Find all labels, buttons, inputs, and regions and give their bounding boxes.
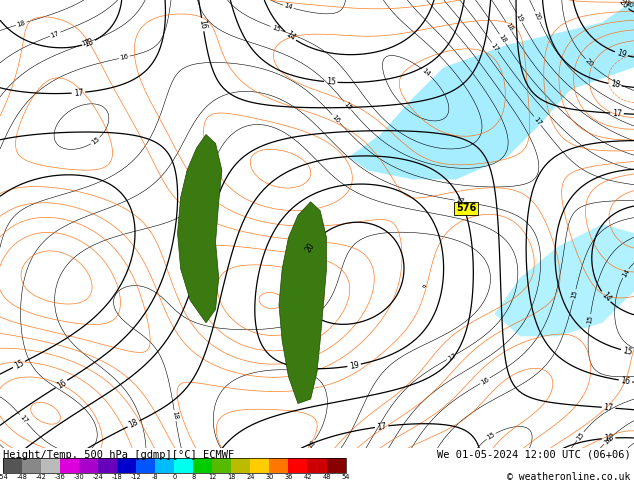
- Text: 17: 17: [532, 116, 543, 126]
- Text: -24: -24: [93, 474, 104, 480]
- Text: 16: 16: [55, 378, 68, 391]
- Text: 42: 42: [303, 474, 312, 480]
- Text: 16: 16: [620, 376, 631, 386]
- Text: 14: 14: [421, 67, 432, 77]
- Text: 17: 17: [455, 197, 465, 205]
- Text: 17: 17: [74, 88, 84, 98]
- Text: 17: 17: [604, 403, 614, 413]
- Text: 14: 14: [621, 268, 630, 279]
- Bar: [79, 458, 98, 472]
- Text: 20: 20: [533, 11, 542, 22]
- Text: 36: 36: [284, 474, 293, 480]
- Text: 18: 18: [504, 22, 514, 32]
- Text: 17: 17: [50, 30, 60, 39]
- Text: 16: 16: [602, 435, 613, 445]
- Text: 15: 15: [622, 346, 633, 357]
- Bar: [117, 458, 136, 472]
- Bar: [193, 458, 212, 472]
- Text: -30: -30: [74, 474, 84, 480]
- Text: 20: 20: [624, 0, 634, 9]
- Bar: [41, 458, 60, 472]
- Text: 16: 16: [479, 376, 490, 386]
- Text: 15: 15: [571, 290, 579, 299]
- Text: 17: 17: [490, 42, 500, 52]
- Text: 16: 16: [331, 113, 341, 124]
- Text: -54: -54: [0, 474, 9, 480]
- Text: 17: 17: [377, 421, 387, 432]
- Text: 8: 8: [191, 474, 195, 480]
- Text: 15: 15: [90, 136, 101, 146]
- Text: 19: 19: [515, 13, 524, 24]
- Text: 14: 14: [284, 30, 297, 43]
- Text: 17: 17: [81, 39, 91, 48]
- Bar: [307, 458, 327, 472]
- Bar: [98, 458, 117, 472]
- Polygon shape: [495, 224, 634, 336]
- Text: 16: 16: [197, 19, 208, 30]
- Text: -12: -12: [131, 474, 141, 480]
- Text: 15: 15: [271, 24, 281, 33]
- Text: 0: 0: [172, 474, 176, 480]
- Bar: [60, 458, 79, 472]
- Text: 14: 14: [283, 2, 294, 11]
- Text: 16: 16: [119, 53, 129, 61]
- Text: 18: 18: [16, 20, 27, 28]
- Text: 54: 54: [341, 474, 350, 480]
- Text: 14: 14: [599, 290, 612, 303]
- Bar: [174, 458, 193, 472]
- Text: 18: 18: [127, 417, 140, 430]
- Polygon shape: [349, 0, 634, 179]
- Text: © weatheronline.co.uk: © weatheronline.co.uk: [507, 472, 631, 482]
- Text: 15: 15: [486, 431, 496, 441]
- Text: Height/Temp. 500 hPa [gdmp][°C] ECMWF: Height/Temp. 500 hPa [gdmp][°C] ECMWF: [3, 450, 235, 460]
- Text: 18: 18: [227, 474, 236, 480]
- Text: -18: -18: [112, 474, 122, 480]
- Bar: [3, 458, 22, 472]
- Text: 19: 19: [616, 49, 627, 60]
- Polygon shape: [279, 202, 327, 404]
- Text: 18: 18: [82, 37, 94, 49]
- Text: 30: 30: [265, 474, 274, 480]
- Text: -42: -42: [36, 474, 47, 480]
- Bar: [155, 458, 174, 472]
- Bar: [231, 458, 250, 472]
- Text: -48: -48: [16, 474, 28, 480]
- Text: 18: 18: [609, 79, 621, 90]
- Bar: [288, 458, 307, 472]
- Bar: [136, 458, 155, 472]
- Text: 15: 15: [326, 77, 336, 87]
- Text: 17: 17: [18, 414, 29, 424]
- Text: 576: 576: [456, 203, 476, 214]
- Text: -36: -36: [55, 474, 65, 480]
- Text: 15: 15: [586, 315, 593, 324]
- Bar: [3, 458, 346, 472]
- Text: 18: 18: [604, 434, 614, 443]
- Text: -8: -8: [152, 474, 158, 480]
- Text: 15: 15: [342, 100, 353, 111]
- Bar: [212, 458, 231, 472]
- Text: 48: 48: [322, 474, 331, 480]
- Bar: [269, 458, 288, 472]
- Text: 18: 18: [498, 33, 508, 44]
- Bar: [22, 458, 41, 472]
- Text: 20: 20: [617, 0, 630, 11]
- Text: 12: 12: [208, 474, 217, 480]
- Text: 24: 24: [246, 474, 255, 480]
- Bar: [327, 458, 346, 472]
- Text: 19: 19: [349, 360, 359, 370]
- Polygon shape: [178, 135, 222, 323]
- Text: 15: 15: [575, 431, 586, 441]
- Bar: [250, 458, 269, 472]
- Text: 15: 15: [13, 358, 25, 370]
- Text: 17: 17: [446, 352, 457, 362]
- Text: 17: 17: [612, 109, 622, 118]
- Text: 18: 18: [306, 439, 316, 450]
- Text: 20: 20: [584, 58, 595, 68]
- Text: 18: 18: [171, 411, 179, 420]
- Text: We 01-05-2024 12:00 UTC (06+06): We 01-05-2024 12:00 UTC (06+06): [437, 450, 631, 460]
- Text: 20: 20: [304, 241, 317, 254]
